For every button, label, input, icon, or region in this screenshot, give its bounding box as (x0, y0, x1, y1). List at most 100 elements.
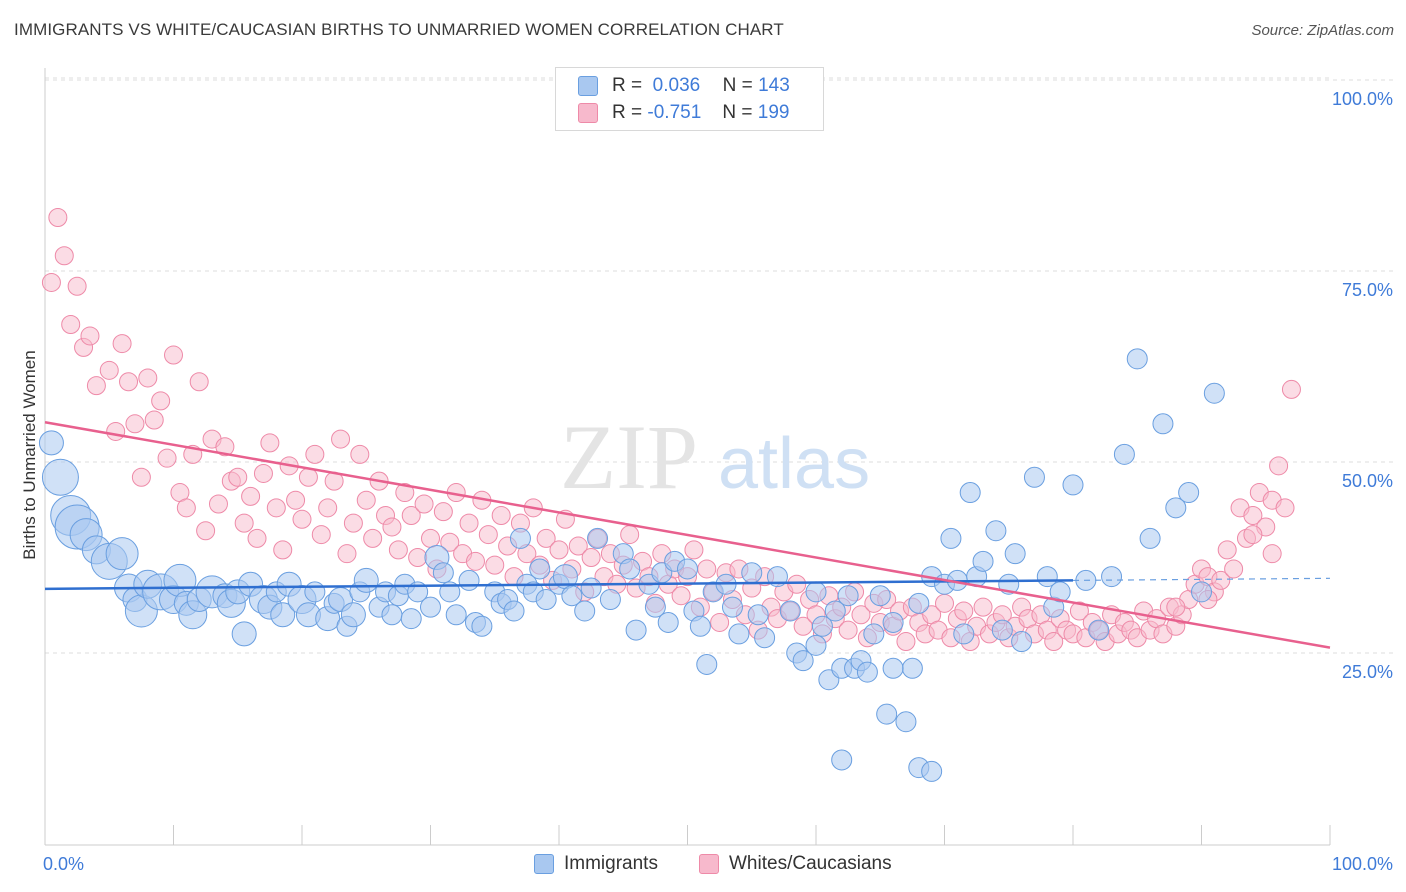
immigrants-point (1113, 443, 1135, 465)
immigrants-point (439, 581, 461, 603)
whites-point (433, 502, 453, 522)
whites-point (253, 463, 273, 483)
immigrants-point (754, 627, 776, 649)
immigrants-point (728, 623, 750, 645)
immigrants-point (38, 430, 64, 456)
whites-point (343, 513, 363, 533)
immigrants-point (1178, 482, 1200, 504)
whites-point (401, 505, 421, 525)
source-attribution: Source: ZipAtlas.com (1251, 22, 1394, 39)
legend-r-label: R = (612, 75, 643, 96)
immigrants-point (741, 562, 763, 584)
immigrants-point (779, 600, 801, 622)
whites-point (1217, 540, 1237, 560)
whites-point (1166, 597, 1186, 617)
whites-points (41, 208, 1301, 652)
whites-point (61, 314, 81, 334)
immigrants-point (304, 581, 326, 603)
whites-point (838, 620, 858, 640)
whites-point (491, 505, 511, 525)
whites-point (1211, 570, 1231, 590)
whites-point (408, 548, 428, 567)
whites-point (620, 525, 640, 545)
immigrants-point (529, 558, 551, 580)
immigrants-point (471, 615, 493, 637)
whites-point (241, 486, 261, 506)
y-tick-label: 50.0% (1342, 471, 1393, 491)
immigrants-point (625, 619, 647, 641)
whites-point (67, 276, 87, 296)
immigrants-point (1165, 497, 1187, 519)
immigrants-point (420, 596, 441, 618)
immigrants-point (1191, 581, 1212, 603)
y-tick-label: 75.0% (1342, 280, 1393, 300)
immigrants-point (876, 703, 898, 725)
whites-point (215, 437, 235, 457)
whites-point (41, 272, 61, 292)
immigrants-point (381, 604, 403, 626)
whites-point (318, 498, 338, 518)
whites-point (337, 544, 357, 564)
immigrants-point (1011, 631, 1033, 653)
correlation-legend: R = 0.036 N = 143 R = -0.751 N = 199 (555, 67, 824, 131)
whites-point (896, 632, 916, 652)
whites-point (48, 208, 68, 228)
legend-swatch-whites (578, 103, 598, 123)
whites-point (260, 433, 280, 453)
immigrants-point (599, 589, 621, 611)
whites-point (1243, 505, 1263, 525)
whites-point (671, 586, 691, 606)
whites-point (1044, 632, 1064, 652)
immigrants-point (1152, 413, 1174, 435)
legend-r-value-whites: -0.751 (647, 102, 702, 123)
immigrants-point (747, 604, 769, 626)
legend-swatch-immigrants (578, 76, 598, 96)
immigrants-point (231, 621, 257, 647)
whites-point (356, 490, 376, 510)
immigrants-point (677, 558, 698, 580)
whites-point (414, 494, 434, 514)
immigrants-point (882, 611, 904, 633)
immigrants-point (1088, 619, 1110, 641)
immigrants-point (432, 562, 454, 584)
immigrants-point (535, 589, 557, 611)
axes (44, 68, 1331, 846)
whites-point (157, 448, 177, 468)
whites-point (112, 334, 132, 354)
immigrants-point (921, 760, 943, 782)
legend-n-label: N = (722, 75, 753, 96)
whites-point (787, 574, 807, 594)
immigrants-point (580, 577, 602, 599)
immigrants-point (805, 581, 827, 603)
whites-point (581, 548, 601, 567)
immigrants-point (340, 602, 366, 628)
bottom-legend-swatch-whites (699, 854, 719, 874)
whites-point (1269, 456, 1289, 476)
immigrants-trend-line (44, 579, 1074, 591)
whites-point (1281, 379, 1301, 399)
whites-point (851, 605, 871, 625)
immigrants-point (509, 527, 531, 549)
immigrants-point (644, 596, 666, 618)
immigrants-point (619, 558, 641, 580)
immigrants-point (105, 537, 139, 571)
whites-point (973, 597, 993, 617)
legend-r-label: R = (612, 102, 643, 123)
immigrants-point (831, 749, 853, 771)
whites-point (954, 601, 974, 621)
whites-point (465, 551, 485, 571)
immigrants-point (1101, 566, 1123, 588)
whites-point (684, 540, 704, 560)
whites-point (273, 540, 293, 560)
whites-point (208, 494, 228, 514)
immigrants-point (445, 604, 467, 626)
whites-point (1243, 525, 1263, 545)
immigrants-point (824, 600, 846, 622)
whites-point (80, 326, 100, 346)
whites-point (697, 559, 717, 579)
immigrants-point (882, 657, 904, 679)
whites-point (459, 513, 479, 533)
legend-row-immigrants: R = 0.036 N = 143 (578, 74, 790, 98)
chart-title: IMMIGRANTS VS WHITE/CAUCASIAN BIRTHS TO … (14, 20, 784, 39)
